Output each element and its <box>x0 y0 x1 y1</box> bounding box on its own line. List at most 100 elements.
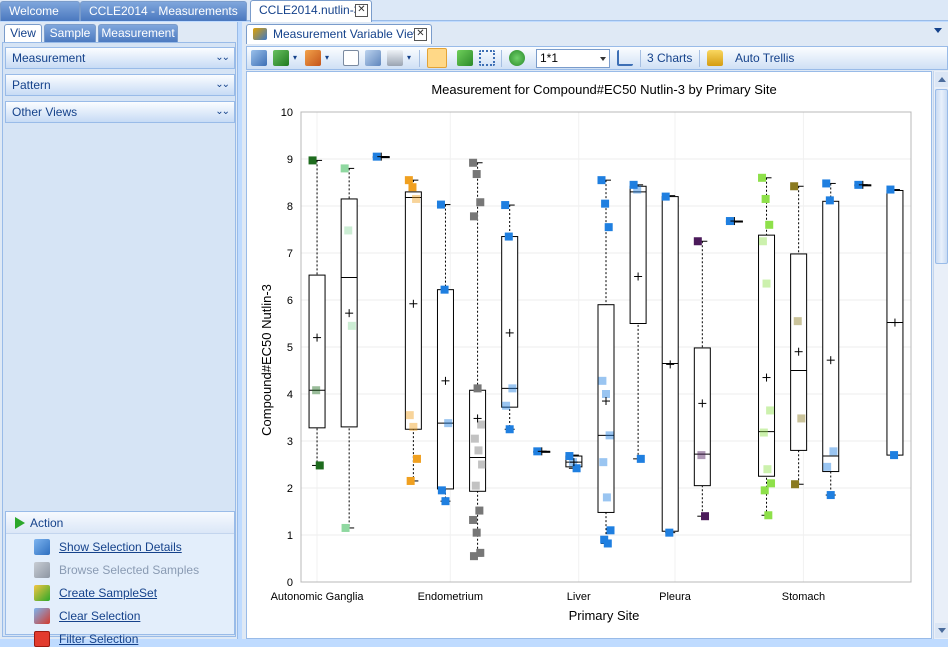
data-point <box>701 512 710 521</box>
section-other-views[interactable]: Other Views ⌄⌄ <box>5 101 235 123</box>
close-icon[interactable]: ✕ <box>414 28 427 41</box>
box-group <box>854 180 872 189</box>
chevron-up-icon <box>938 77 946 82</box>
data-point <box>725 217 734 226</box>
section-label: Pattern <box>12 78 51 92</box>
export-excel-icon[interactable] <box>273 50 289 66</box>
close-icon[interactable]: ✕ <box>355 4 368 17</box>
y-tick-label: 3 <box>287 436 293 448</box>
clear-selection-link[interactable]: Clear Selection <box>59 609 141 623</box>
scrollbar-thumb[interactable] <box>935 89 948 264</box>
chevron-down-icon[interactable]: ▾ <box>325 53 330 62</box>
section-measurement[interactable]: Measurement ⌄⌄ <box>5 47 235 69</box>
data-point <box>598 376 607 385</box>
data-point <box>472 170 481 179</box>
print-icon[interactable] <box>387 50 403 66</box>
data-point <box>505 425 514 434</box>
box-group <box>629 180 647 463</box>
doc-tab-measurements[interactable]: CCLE2014 - Measurements <box>80 1 247 21</box>
section-pattern[interactable]: Pattern ⌄⌄ <box>5 74 235 96</box>
box-body <box>308 274 326 429</box>
chevron-down-icon[interactable]: ▾ <box>293 53 298 62</box>
filter-selection-link[interactable]: Filter Selection <box>59 632 139 646</box>
tab-sample[interactable]: Sample <box>44 24 96 43</box>
copy-icon[interactable] <box>343 50 359 66</box>
data-point <box>308 156 317 165</box>
rect-select-icon[interactable] <box>479 50 495 66</box>
x-tick-label: Stomach <box>782 591 825 603</box>
tab-view[interactable]: View <box>4 24 42 43</box>
data-point <box>472 528 481 537</box>
y-tick-label: 10 <box>281 107 293 119</box>
refresh-icon[interactable] <box>509 50 525 66</box>
browse-selected-samples-link[interactable]: Browse Selected Samples <box>59 563 200 577</box>
data-point <box>822 179 831 188</box>
data-point <box>406 476 415 485</box>
data-point <box>758 237 767 246</box>
data-point <box>606 526 615 535</box>
y-tick-label: 8 <box>287 201 293 213</box>
chevron-down-icon[interactable]: ⌄⌄ <box>215 52 230 63</box>
zoom-value: 1*1 <box>540 51 559 65</box>
x-tick-label: Endometrium <box>418 591 483 603</box>
filter-selection-icon <box>34 631 50 647</box>
data-point <box>469 515 478 524</box>
box-plot-chart[interactable]: Measurement for Compound#EC50 Nutlin-3 b… <box>247 72 933 640</box>
doc-tab-nutlin[interactable]: CCLE2014.nutlin-3 ✕ <box>250 0 372 22</box>
data-point <box>441 497 450 506</box>
data-point <box>764 511 773 520</box>
data-point <box>470 434 479 443</box>
data-point <box>502 401 511 410</box>
chart-axes: 0 1 2 3 4 5 6 7 8 9 10 Autonomic Ganglia Endometrium… <box>271 107 912 603</box>
chevron-down-icon[interactable]: ⌄⌄ <box>215 79 230 90</box>
chevron-down-icon[interactable]: ⌄⌄ <box>215 106 230 117</box>
data-point <box>408 183 417 192</box>
box-group <box>372 152 390 161</box>
chevron-down-icon[interactable] <box>600 57 606 61</box>
create-sampleset-link[interactable]: Create SampleSet <box>59 586 158 600</box>
data-point <box>312 386 321 395</box>
data-point <box>759 428 768 437</box>
action-title: Action <box>30 516 64 530</box>
auto-trellis-button[interactable]: Auto Trellis <box>735 51 795 65</box>
show-selection-details-link[interactable]: Show Selection Details <box>59 540 182 554</box>
chart-area: Measurement for Compound#EC50 Nutlin-3 b… <box>246 71 932 639</box>
play-icon <box>15 517 25 529</box>
doc-tab-label: CCLE2014.nutlin-3 <box>259 3 361 17</box>
box-body <box>597 304 615 513</box>
pointer-tool-icon[interactable] <box>427 48 447 68</box>
scroll-up-button[interactable] <box>935 72 948 87</box>
select-all-icon[interactable] <box>251 50 267 66</box>
charts-count-button[interactable]: 3 Charts <box>647 51 693 65</box>
export-ppt-icon[interactable] <box>305 50 321 66</box>
data-point <box>791 480 800 489</box>
data-point <box>823 462 832 471</box>
lasso-tool-icon[interactable] <box>457 50 473 66</box>
data-point <box>565 452 574 461</box>
chart-title: Measurement for Compound#EC50 Nutlin-3 b… <box>431 82 776 97</box>
data-point <box>444 419 453 428</box>
chevron-down-icon[interactable]: ▾ <box>407 53 412 62</box>
box-body <box>758 234 776 477</box>
data-point <box>340 164 349 173</box>
tab-measurement-variable-view[interactable]: Measurement Variable View ✕ <box>246 24 432 44</box>
box-group <box>758 173 776 520</box>
data-point <box>597 176 606 185</box>
zoom-select[interactable]: 1*1 <box>536 49 610 68</box>
data-point <box>854 180 863 189</box>
axis-settings-icon[interactable] <box>617 50 633 66</box>
data-point <box>599 458 608 467</box>
action-panel: Action Show Selection Details Browse Sel… <box>5 511 235 647</box>
tab-measurement[interactable]: Measurement <box>98 24 178 43</box>
save-image-icon[interactable] <box>365 50 381 66</box>
box-body <box>436 289 454 490</box>
vertical-scrollbar[interactable] <box>933 71 948 639</box>
data-point <box>440 285 449 294</box>
box-group <box>565 452 583 473</box>
tab-list-dropdown-icon[interactable] <box>934 28 942 33</box>
lock-icon[interactable] <box>707 50 723 66</box>
data-point <box>469 212 478 221</box>
scroll-down-button[interactable] <box>935 623 948 638</box>
doc-tab-welcome[interactable]: Welcome <box>0 1 80 21</box>
x-axis-title: Primary Site <box>569 608 640 623</box>
